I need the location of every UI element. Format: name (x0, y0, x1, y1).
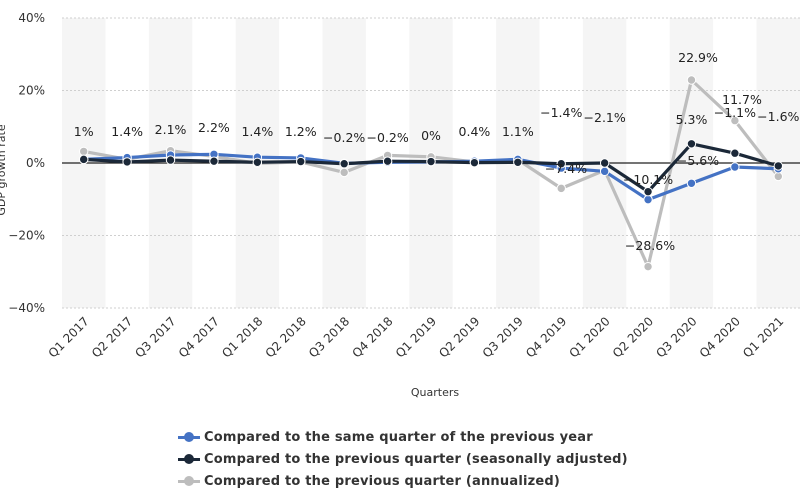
x-tick-label: Q3 2017 (132, 314, 178, 360)
data-point (686, 75, 697, 85)
data-point (730, 162, 740, 172)
y-axis-tick-labels: 40% 20% 0% −20% −40% (8, 11, 45, 315)
data-point (122, 157, 132, 167)
data-label: −28.6% (625, 238, 675, 253)
y-tick-label: −20% (8, 229, 45, 243)
series-points (79, 75, 783, 272)
y-tick-label: 0% (26, 156, 45, 170)
x-tick-label: Q3 2018 (306, 314, 352, 360)
legend-item-same-quarter[interactable]: Compared to the same quarter of the prev… (178, 426, 628, 448)
data-label: −0.2% (366, 130, 408, 145)
x-tick-label: Q3 2019 (480, 314, 526, 360)
data-point (79, 146, 89, 157)
data-label: −5.6% (677, 153, 719, 168)
data-point (209, 156, 219, 166)
data-label: −2.1% (584, 110, 626, 125)
data-point (730, 148, 740, 158)
data-label: 1.1% (502, 124, 534, 139)
data-point (773, 161, 783, 171)
data-label: 2.1% (155, 122, 187, 137)
data-point (426, 156, 436, 167)
legend-marker (178, 475, 200, 487)
data-label: 0.4% (459, 124, 491, 139)
legend-marker (178, 431, 200, 443)
x-tick-label: Q4 2019 (523, 314, 569, 360)
data-point (556, 159, 566, 169)
data-label: −1.1% (714, 105, 756, 120)
y-tick-label: 20% (18, 84, 45, 98)
data-point (165, 155, 176, 165)
data-label: −1.6% (757, 109, 799, 124)
data-label: −10.1% (623, 172, 673, 187)
data-label: 0% (421, 128, 441, 143)
legend-item-annualized[interactable]: Compared to the previous quarter (annual… (178, 470, 628, 492)
legend-label: Compared to the same quarter of the prev… (204, 429, 593, 445)
data-point (382, 156, 393, 166)
x-tick-label: Q1 2020 (566, 314, 612, 360)
x-axis-title: Quarters (411, 386, 459, 399)
data-point (339, 159, 349, 169)
x-tick-label: Q2 2018 (263, 314, 309, 360)
data-point (296, 156, 306, 167)
data-point (730, 115, 740, 126)
legend-item-seasonally-adjusted[interactable]: Compared to the previous quarter (season… (178, 448, 628, 470)
data-point (686, 178, 697, 189)
data-label: −7.4% (545, 161, 587, 176)
x-tick-label: Q1 2021 (740, 314, 786, 360)
data-point (513, 157, 523, 167)
x-tick-label: Q2 2020 (610, 314, 656, 360)
data-point (643, 261, 653, 272)
data-label: 5.3% (676, 112, 708, 127)
x-tick-label: Q1 2019 (393, 314, 439, 360)
data-label: 1.2% (285, 124, 317, 139)
data-label: 2.2% (198, 120, 230, 135)
data-point (686, 139, 697, 149)
x-tick-label: Q4 2017 (176, 314, 222, 360)
data-point (599, 158, 610, 168)
data-point (556, 183, 566, 194)
data-label: −0.2% (323, 130, 365, 145)
data-point (339, 167, 349, 178)
y-tick-label: −40% (8, 301, 45, 315)
data-label: 1% (74, 124, 94, 139)
legend-marker (178, 453, 200, 465)
data-label: −1.4% (540, 105, 582, 120)
legend: Compared to the same quarter of the prev… (178, 426, 628, 492)
data-label: 1.4% (241, 124, 273, 139)
x-tick-label: Q4 2018 (349, 314, 395, 360)
x-tick-label: Q1 2018 (219, 314, 265, 360)
x-tick-label: Q4 2020 (697, 314, 743, 360)
data-point (643, 186, 653, 197)
x-tick-label: Q3 2020 (653, 314, 699, 360)
data-labels: 1% 1.4% 2.1% 2.2% 1.4% 1.2% −0.2% −0.2% 0% 0.4% 1.… (74, 50, 800, 253)
y-tick-label: 40% (18, 11, 45, 25)
x-tick-label: Q1 2017 (46, 314, 92, 360)
x-tick-label: Q2 2017 (89, 314, 135, 360)
data-point (469, 157, 480, 168)
data-label: 11.7% (722, 92, 762, 107)
data-point (79, 154, 89, 165)
data-point (599, 166, 610, 177)
legend-label: Compared to the previous quarter (season… (204, 451, 628, 467)
data-point (252, 157, 263, 167)
legend-label: Compared to the previous quarter (annual… (204, 473, 561, 489)
y-axis-title: GDP growth rate (0, 124, 8, 215)
data-label: 1.4% (111, 124, 143, 139)
x-tick-label: Q2 2019 (436, 314, 482, 360)
data-point (643, 194, 653, 205)
data-label: 22.9% (678, 50, 718, 65)
